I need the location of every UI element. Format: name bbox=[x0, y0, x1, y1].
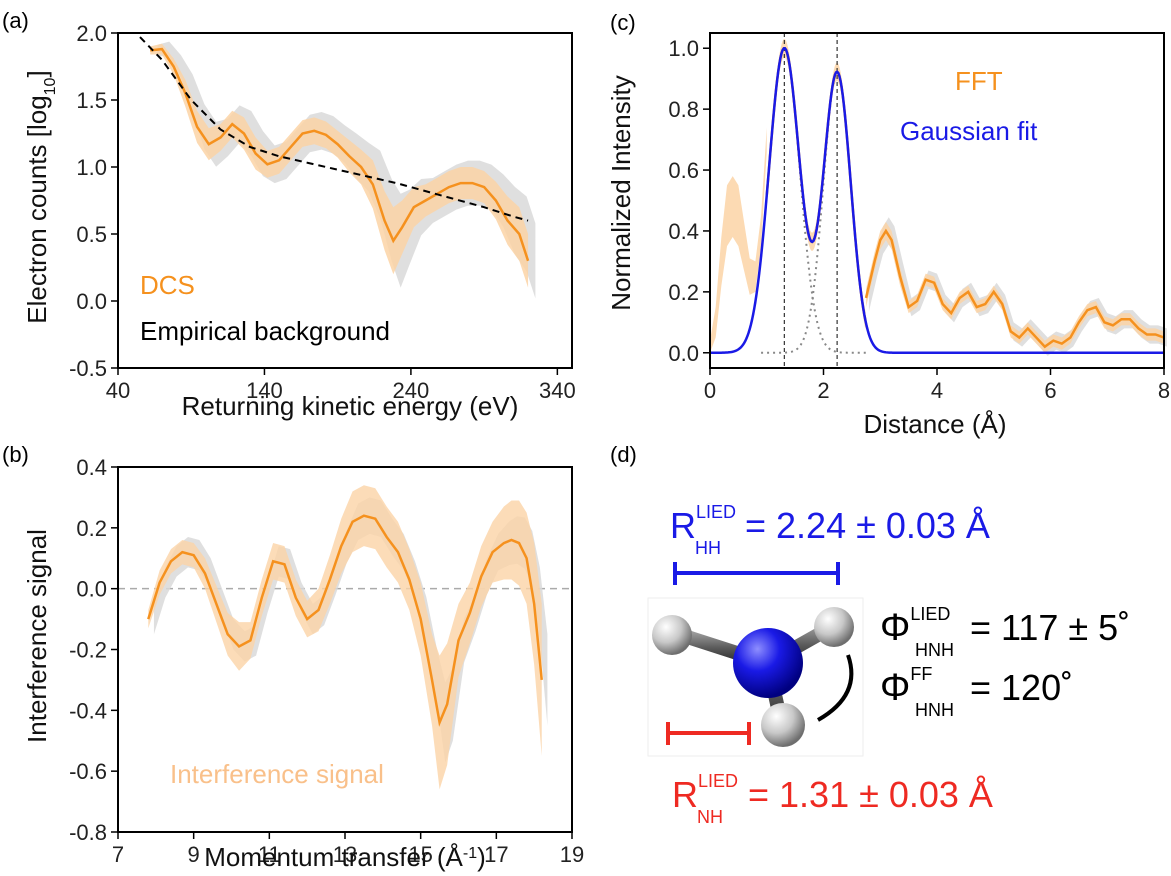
chart-a-ytick-label: 0.0 bbox=[76, 289, 107, 314]
chart-c-legend-gaussian: Gaussian fit bbox=[900, 116, 1038, 146]
chart-a-legend-dcs: DCS bbox=[140, 270, 195, 300]
hydrogen-atom-3 bbox=[761, 703, 805, 747]
chart-c-ylabel: Normalized Intensity bbox=[606, 75, 636, 311]
chart-b-ytick-label: -0.6 bbox=[69, 759, 107, 784]
chart-a-frame bbox=[117, 32, 573, 369]
chart-b-ytick-label: 0.4 bbox=[76, 455, 107, 480]
chart-a-bands bbox=[150, 41, 536, 299]
chart-c-xtick-label: 4 bbox=[931, 378, 943, 403]
chart-a-xtick-label: 240 bbox=[393, 378, 430, 403]
chart-a-ticks: 40 140 240 340 -0.5 0.0 0.5 1.0 1.5 2.0 bbox=[69, 21, 576, 403]
panel-label-b: (b) bbox=[2, 442, 29, 467]
chart-c-fft-band-low bbox=[710, 127, 767, 353]
chart-b-xtick-label: 15 bbox=[408, 842, 432, 867]
chart-c-xlabel: Distance (Å) bbox=[863, 409, 1006, 439]
chart-a: 40 140 240 340 -0.5 0.0 0.5 1.0 1.5 2.0 Returning… bbox=[22, 21, 576, 421]
chart-c-xtick-label: 0 bbox=[704, 378, 716, 403]
panel-label-a: (a) bbox=[2, 8, 29, 33]
chart-a-ytick-label: 1.0 bbox=[76, 155, 107, 180]
chart-b-legend: Interference signal bbox=[170, 759, 384, 789]
chart-b-xtick-label: 11 bbox=[258, 842, 281, 867]
chart-a-legend-background: Empirical background bbox=[140, 316, 390, 346]
chart-c-ytick-label: 0.6 bbox=[668, 158, 699, 183]
chart-a-xlabel: Returning kinetic energy (eV) bbox=[182, 391, 519, 421]
panel-label-c: (c) bbox=[610, 10, 636, 35]
chart-c-ytick-label: 0.8 bbox=[668, 97, 699, 122]
chart-c-gaussian-line bbox=[710, 46, 1164, 355]
chart-c-xtick-label: 8 bbox=[1158, 378, 1170, 403]
chart-b-signal-line bbox=[147, 514, 543, 727]
chart-c-ticks: 0 2 4 6 8 0.0 0.2 0.4 0.6 0.8 1.0 bbox=[668, 36, 1170, 403]
chart-a-ytick-label: 0.5 bbox=[76, 222, 107, 247]
chart-c-ytick-label: 0.0 bbox=[668, 341, 699, 366]
r-hh-bar bbox=[673, 562, 840, 585]
chart-b-ytick-label: 0.2 bbox=[76, 516, 107, 541]
chart-c-fft-line bbox=[864, 228, 1165, 349]
chart-b-xtick-label: 17 bbox=[484, 842, 508, 867]
chart-b-lines bbox=[147, 514, 543, 727]
chart-b-ylabel: Interference signal bbox=[22, 529, 52, 743]
chart-b-ytick-label: 0.0 bbox=[76, 577, 107, 602]
chart-c-ytick-label: 0.4 bbox=[668, 219, 699, 244]
chart-c-frame bbox=[709, 32, 1165, 369]
molecule-panel: RLIED HH= 2.24 ± 0.03 Å ΦLIED HNH= 117 ± 5… bbox=[647, 502, 1130, 827]
chart-a-lines bbox=[139, 36, 530, 262]
chart-b-ytick-label: -0.8 bbox=[69, 820, 107, 845]
nitrogen-atom bbox=[733, 628, 803, 698]
chart-b-xtick-label: 19 bbox=[560, 842, 584, 867]
chart-c-lines bbox=[710, 46, 1165, 355]
phi-lied-label: ΦLIED HNH= 117 ± 5˚ bbox=[880, 604, 1130, 660]
chart-a-xtick-label: 140 bbox=[246, 378, 283, 403]
chart-b-xtick-label: 7 bbox=[112, 842, 124, 867]
r-nh-label: RLIED NH= 1.31 ± 0.03 Å bbox=[672, 771, 993, 827]
hydrogen-atom-2 bbox=[814, 607, 854, 647]
chart-b-signal-band bbox=[148, 485, 542, 790]
chart-c-component-1 bbox=[710, 47, 868, 354]
chart-a-ylabel: Electron counts [log10] bbox=[22, 70, 59, 323]
chart-b: 7 9 11 13 15 17 19 -0.8 -0.6 -0.4 -0.2 0.0 0.2 0.4 Mo… bbox=[22, 455, 584, 872]
chart-c-bands bbox=[710, 39, 1167, 356]
panel-label-d: (d) bbox=[610, 442, 637, 467]
chart-b-xtick-label: 13 bbox=[333, 842, 357, 867]
chart-b-ytick-label: -0.4 bbox=[69, 698, 107, 723]
chart-b-xtick-label: 9 bbox=[188, 842, 200, 867]
chart-a-xtick-label: 340 bbox=[539, 378, 576, 403]
chart-c-ytick-label: 1.0 bbox=[668, 36, 699, 61]
hydrogen-atom-1 bbox=[652, 615, 692, 655]
chart-c-xtick-label: 6 bbox=[1044, 378, 1056, 403]
chart-a-xtick-label: 40 bbox=[106, 378, 130, 403]
chart-a-ytick-label: 1.5 bbox=[76, 88, 107, 113]
r-nh-bar bbox=[666, 722, 751, 745]
chart-c-xtick-label: 2 bbox=[817, 378, 829, 403]
chart-b-ytick-label: -0.2 bbox=[69, 638, 107, 663]
chart-b-ticks: 7 9 11 13 15 17 19 -0.8 -0.6 -0.4 -0.2 0.0 0.2 0.4 bbox=[69, 455, 584, 867]
ammonia-molecule bbox=[647, 597, 864, 757]
chart-a-ytick-label: 2.0 bbox=[76, 21, 107, 46]
chart-a-dcs-line bbox=[150, 47, 530, 262]
chart-c: 0 2 4 6 8 0.0 0.2 0.4 0.6 0.8 1.0 Distance (Å) Nor… bbox=[606, 32, 1170, 439]
phi-ff-label: ΦFF HNH= 120˚ bbox=[880, 664, 1073, 720]
chart-a-background-line bbox=[139, 36, 529, 222]
chart-a-ytick-label: -0.5 bbox=[69, 356, 107, 381]
chart-b-xlabel: Momentum transfer (Å-1) bbox=[204, 842, 486, 872]
r-hh-label: RLIED HH= 2.24 ± 0.03 Å bbox=[670, 502, 990, 558]
chart-c-ytick-label: 0.2 bbox=[668, 280, 699, 305]
chart-c-legend-fft: FFT bbox=[955, 66, 1003, 96]
